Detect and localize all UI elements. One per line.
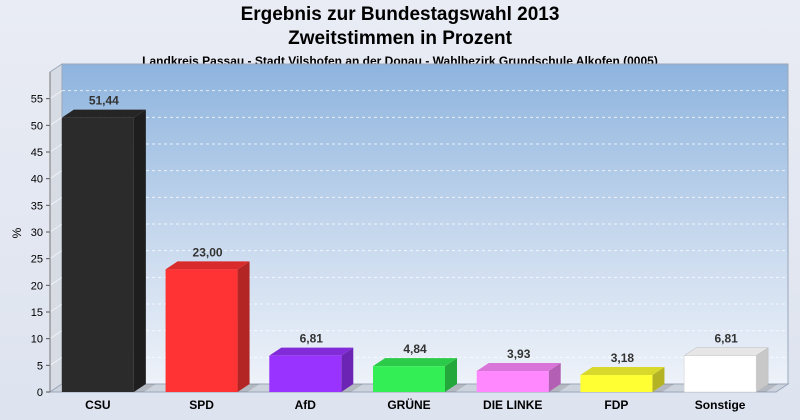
bar bbox=[580, 375, 653, 392]
gridline-wall bbox=[49, 330, 63, 340]
gridline-wall bbox=[49, 276, 63, 286]
bar bbox=[269, 355, 342, 392]
bar-shadow bbox=[548, 384, 571, 392]
bar bbox=[373, 366, 445, 392]
y-tick-label: 15 bbox=[31, 307, 43, 319]
bar-top bbox=[373, 358, 457, 367]
bar-shadow bbox=[445, 384, 467, 392]
chart-subtitle-main: Zweitstimmen in Prozent bbox=[288, 28, 512, 49]
bar-value-label: 6,81 bbox=[300, 332, 324, 346]
bar-value-label: 51,44 bbox=[89, 94, 119, 108]
y-tick-label: 45 bbox=[31, 147, 43, 159]
y-tick-label: 25 bbox=[31, 254, 43, 266]
bar-top bbox=[165, 261, 250, 270]
bar-top bbox=[476, 363, 561, 372]
bar bbox=[61, 117, 134, 393]
bar-side bbox=[445, 358, 457, 392]
y-tick-label: 20 bbox=[31, 280, 43, 292]
gridline-wall bbox=[49, 250, 63, 260]
x-tick-label: Sonstige bbox=[695, 398, 746, 412]
gridline-wall bbox=[49, 356, 63, 366]
gridline-wall bbox=[49, 196, 63, 206]
bar-top bbox=[269, 347, 354, 356]
gridline-wall bbox=[49, 90, 63, 100]
bar-side bbox=[133, 109, 146, 393]
gridline-wall bbox=[49, 143, 63, 153]
y-tick-label: 0 bbox=[37, 387, 43, 399]
bar-value-label: 4,84 bbox=[403, 342, 427, 356]
bar-side bbox=[237, 261, 250, 392]
bar-top bbox=[61, 109, 146, 118]
bar-top bbox=[683, 347, 769, 356]
bar-shadow bbox=[341, 384, 364, 392]
chart-title: Ergebnis zur Bundestagswahl 2013 bbox=[240, 4, 560, 25]
y-tick-label: 40 bbox=[31, 174, 43, 186]
y-tick-label: 50 bbox=[31, 120, 43, 132]
bar bbox=[683, 355, 757, 393]
bar-shadow bbox=[237, 384, 260, 392]
bar bbox=[476, 371, 549, 392]
y-tick-label: 35 bbox=[31, 200, 43, 212]
x-tick-label: AfD bbox=[295, 398, 317, 412]
bar-top bbox=[580, 367, 665, 376]
bar-value-label: 3,93 bbox=[507, 347, 531, 361]
gridline-wall bbox=[49, 223, 63, 233]
bar-shadow bbox=[652, 384, 675, 392]
bar-shadow bbox=[756, 384, 779, 392]
bar-value-label: 23,00 bbox=[193, 245, 223, 259]
bar bbox=[165, 269, 238, 392]
bar-value-label: 3,18 bbox=[611, 351, 635, 365]
gridline-wall bbox=[49, 170, 63, 180]
y-tick-label: 10 bbox=[31, 334, 43, 346]
bar-side bbox=[548, 363, 561, 392]
x-tick-label: CSU bbox=[85, 398, 110, 412]
gridline-wall bbox=[49, 303, 63, 313]
x-tick-label: SPD bbox=[189, 398, 214, 412]
bar-value-label: 6,81 bbox=[714, 332, 738, 346]
bar-side bbox=[652, 367, 665, 392]
y-tick-label: 5 bbox=[37, 360, 43, 372]
y-tick-label: 55 bbox=[31, 94, 43, 106]
x-tick-label: FDP bbox=[604, 398, 628, 412]
y-tick-label: 30 bbox=[31, 227, 43, 239]
x-tick-label: GRÜNE bbox=[387, 397, 430, 412]
bar-shadow bbox=[133, 384, 156, 392]
bar-side bbox=[341, 347, 354, 392]
gridline-wall bbox=[49, 116, 63, 126]
y-axis-label: % bbox=[10, 227, 24, 238]
x-tick-label: DIE LINKE bbox=[483, 398, 542, 412]
